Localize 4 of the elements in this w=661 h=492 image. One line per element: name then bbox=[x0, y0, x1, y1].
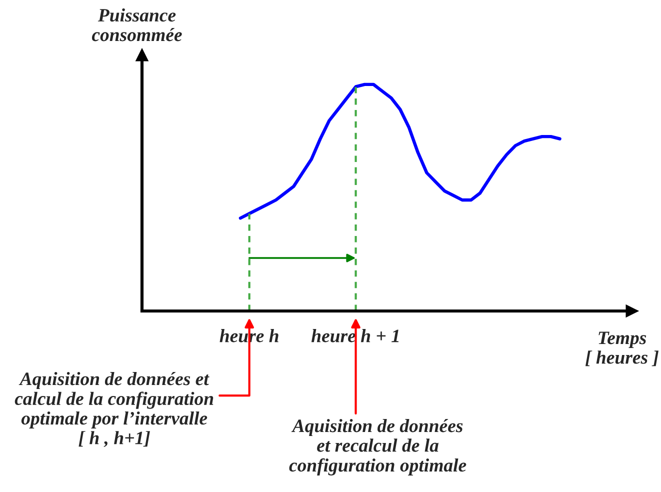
text: Aquisition de données et calcul de la configuration optimale por l’intervalle [ h , h+1] bbox=[14, 372, 214, 447]
y-axis-title: Puissance consommée bbox=[92, 8, 182, 42]
text: Aquisition de données et recalcul de la configuration optimale bbox=[289, 419, 466, 476]
x-axis-title: Temps [ heures ] bbox=[585, 332, 658, 366]
